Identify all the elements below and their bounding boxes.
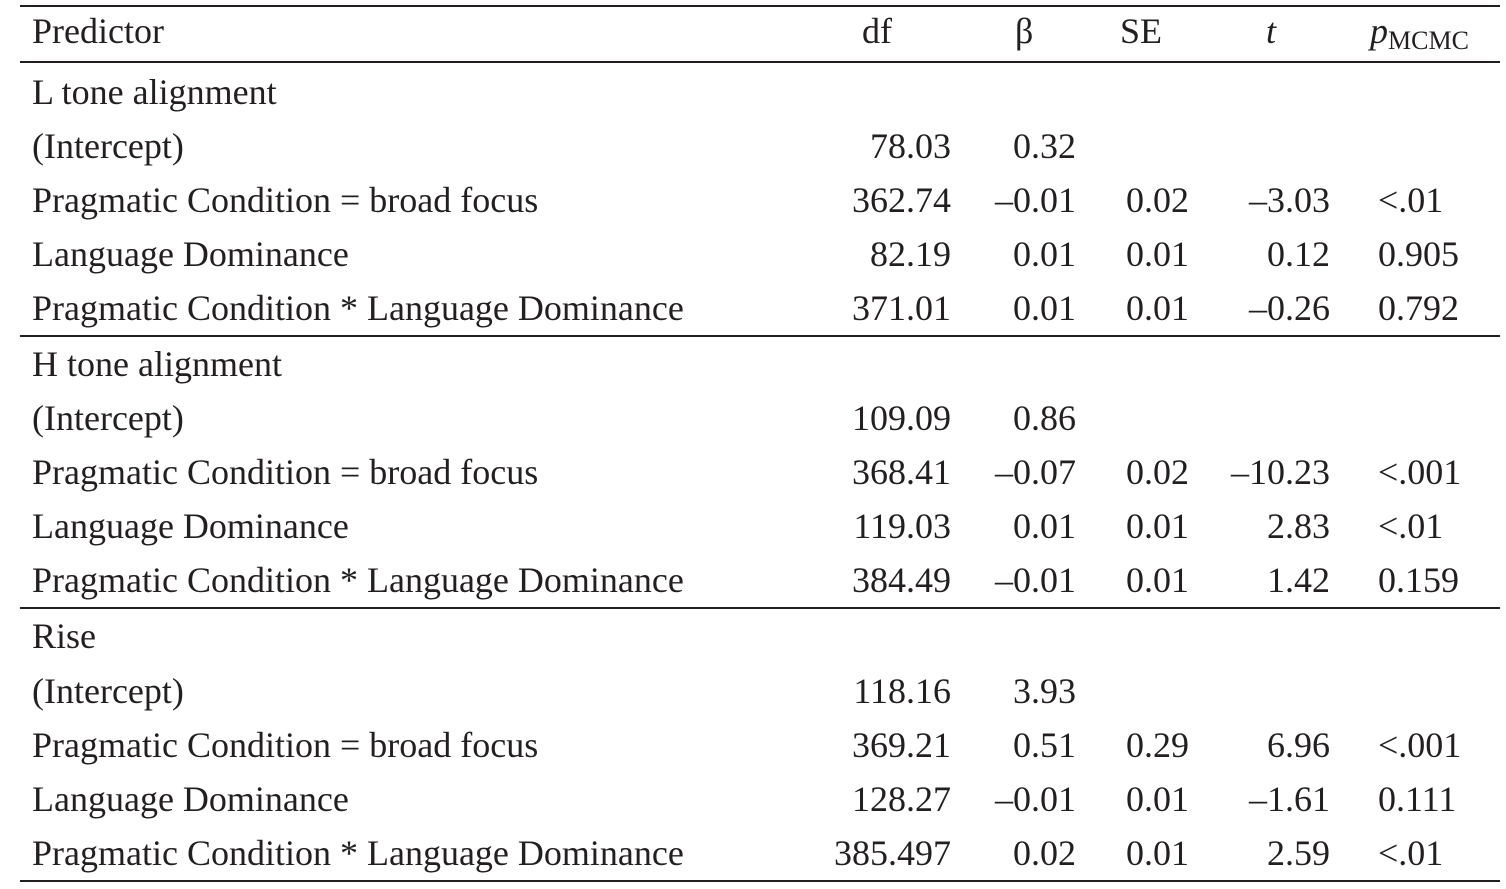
t-cell: 6.96	[1267, 725, 1330, 765]
predictor-cell: Pragmatic Condition * Language Dominance	[32, 560, 684, 600]
header-p-mcmc: pMCMC	[1370, 4, 1469, 68]
table-row: Language Dominance 119.03 0.01 0.01 2.83…	[0, 499, 1506, 553]
table-row: Language Dominance 82.19 0.01 0.01 0.12 …	[0, 227, 1506, 281]
table-row: Pragmatic Condition * Language Dominance…	[0, 826, 1506, 880]
beta-cell: –0.07	[995, 452, 1076, 492]
t-cell: –3.03	[1249, 180, 1330, 220]
se-cell: 0.01	[1126, 560, 1189, 600]
predictor-cell: Pragmatic Condition = broad focus	[32, 725, 539, 765]
p-cell: 0.905	[1378, 234, 1459, 274]
section-title-row: Rise	[0, 609, 1506, 663]
header-df: df	[862, 11, 892, 51]
table-header-row: Predictor df β SE t pMCMC	[0, 4, 1506, 58]
beta-cell: –0.01	[995, 180, 1076, 220]
p-cell: <.001	[1378, 452, 1462, 492]
predictor-cell: Pragmatic Condition * Language Dominance	[32, 288, 684, 328]
beta-cell: –0.01	[995, 560, 1076, 600]
df-cell: 384.49	[852, 560, 951, 600]
predictor-cell: (Intercept)	[32, 398, 184, 438]
table-row: Language Dominance 128.27 –0.01 0.01 –1.…	[0, 772, 1506, 826]
header-predictor: Predictor	[32, 11, 164, 51]
table-row: (Intercept) 78.03 0.32	[0, 119, 1506, 173]
p-cell: <.001	[1378, 725, 1462, 765]
beta-cell: 0.51	[1013, 725, 1076, 765]
df-cell: 368.41	[852, 452, 951, 492]
df-cell: 82.19	[870, 234, 951, 274]
table-row: (Intercept) 118.16 3.93	[0, 664, 1506, 718]
table-row: Pragmatic Condition * Language Dominance…	[0, 281, 1506, 335]
df-cell: 78.03	[870, 126, 951, 166]
table-row: (Intercept) 109.09 0.86	[0, 391, 1506, 445]
section-divider-rule	[20, 335, 1500, 337]
predictor-cell: Pragmatic Condition = broad focus	[32, 180, 539, 220]
se-cell: 0.01	[1126, 506, 1189, 546]
predictor-cell: Language Dominance	[32, 506, 349, 546]
df-cell: 128.27	[852, 779, 951, 819]
p-cell: 0.111	[1378, 779, 1457, 819]
t-cell: 0.12	[1267, 234, 1330, 274]
section-title: L tone alignment	[32, 72, 277, 112]
se-cell: 0.02	[1126, 180, 1189, 220]
predictor-cell: Pragmatic Condition = broad focus	[32, 452, 539, 492]
beta-cell: –0.01	[995, 779, 1076, 819]
beta-cell: 0.01	[1013, 288, 1076, 328]
t-cell: 2.59	[1267, 833, 1330, 873]
predictor-cell: Language Dominance	[32, 234, 349, 274]
df-cell: 362.74	[852, 180, 951, 220]
header-p-main: p	[1370, 11, 1388, 51]
beta-cell: 0.32	[1013, 126, 1076, 166]
predictor-cell: (Intercept)	[32, 671, 184, 711]
predictor-cell: Language Dominance	[32, 779, 349, 819]
section-title-row: L tone alignment	[0, 65, 1506, 119]
beta-cell: 0.01	[1013, 506, 1076, 546]
p-cell: 0.159	[1378, 560, 1459, 600]
df-cell: 119.03	[853, 506, 951, 546]
t-cell: –10.23	[1231, 452, 1330, 492]
se-cell: 0.01	[1126, 234, 1189, 274]
beta-cell: 0.86	[1013, 398, 1076, 438]
predictor-cell: (Intercept)	[32, 126, 184, 166]
header-p-subscript: MCMC	[1388, 26, 1469, 55]
se-cell: 0.01	[1126, 833, 1189, 873]
table-row: Pragmatic Condition = broad focus 362.74…	[0, 173, 1506, 227]
p-cell: <.01	[1378, 833, 1444, 873]
header-se: SE	[1120, 11, 1163, 51]
df-cell: 109.09	[852, 398, 951, 438]
table-bottom-rule	[20, 880, 1500, 882]
header-t: t	[1266, 11, 1277, 51]
df-cell: 371.01	[852, 288, 951, 328]
se-cell: 0.01	[1126, 288, 1189, 328]
t-cell: –1.61	[1249, 779, 1330, 819]
p-cell: <.01	[1378, 180, 1444, 220]
section-title: Rise	[32, 616, 97, 656]
se-cell: 0.29	[1126, 725, 1189, 765]
table-top-rule	[20, 5, 1500, 7]
header-beta: β	[1015, 11, 1034, 51]
beta-cell: 0.01	[1013, 234, 1076, 274]
section-title-row: H tone alignment	[0, 337, 1506, 391]
se-cell: 0.02	[1126, 452, 1189, 492]
table-row: Pragmatic Condition = broad focus 368.41…	[0, 445, 1506, 499]
df-cell: 385.497	[834, 833, 951, 873]
se-cell: 0.01	[1126, 779, 1189, 819]
predictor-cell: Pragmatic Condition * Language Dominance	[32, 833, 684, 873]
p-cell: <.01	[1378, 506, 1444, 546]
beta-cell: 3.93	[1013, 671, 1076, 711]
beta-cell: 0.02	[1013, 833, 1076, 873]
section-divider-rule	[20, 607, 1500, 609]
table-row: Pragmatic Condition * Language Dominance…	[0, 553, 1506, 607]
t-cell: –0.26	[1249, 288, 1330, 328]
t-cell: 2.83	[1267, 506, 1330, 546]
section-title: H tone alignment	[32, 344, 282, 384]
t-cell: 1.42	[1267, 560, 1330, 600]
df-cell: 369.21	[852, 725, 951, 765]
header-bottom-rule	[20, 61, 1500, 63]
p-cell: 0.792	[1378, 288, 1459, 328]
df-cell: 118.16	[853, 671, 951, 711]
table-row: Pragmatic Condition = broad focus 369.21…	[0, 718, 1506, 772]
